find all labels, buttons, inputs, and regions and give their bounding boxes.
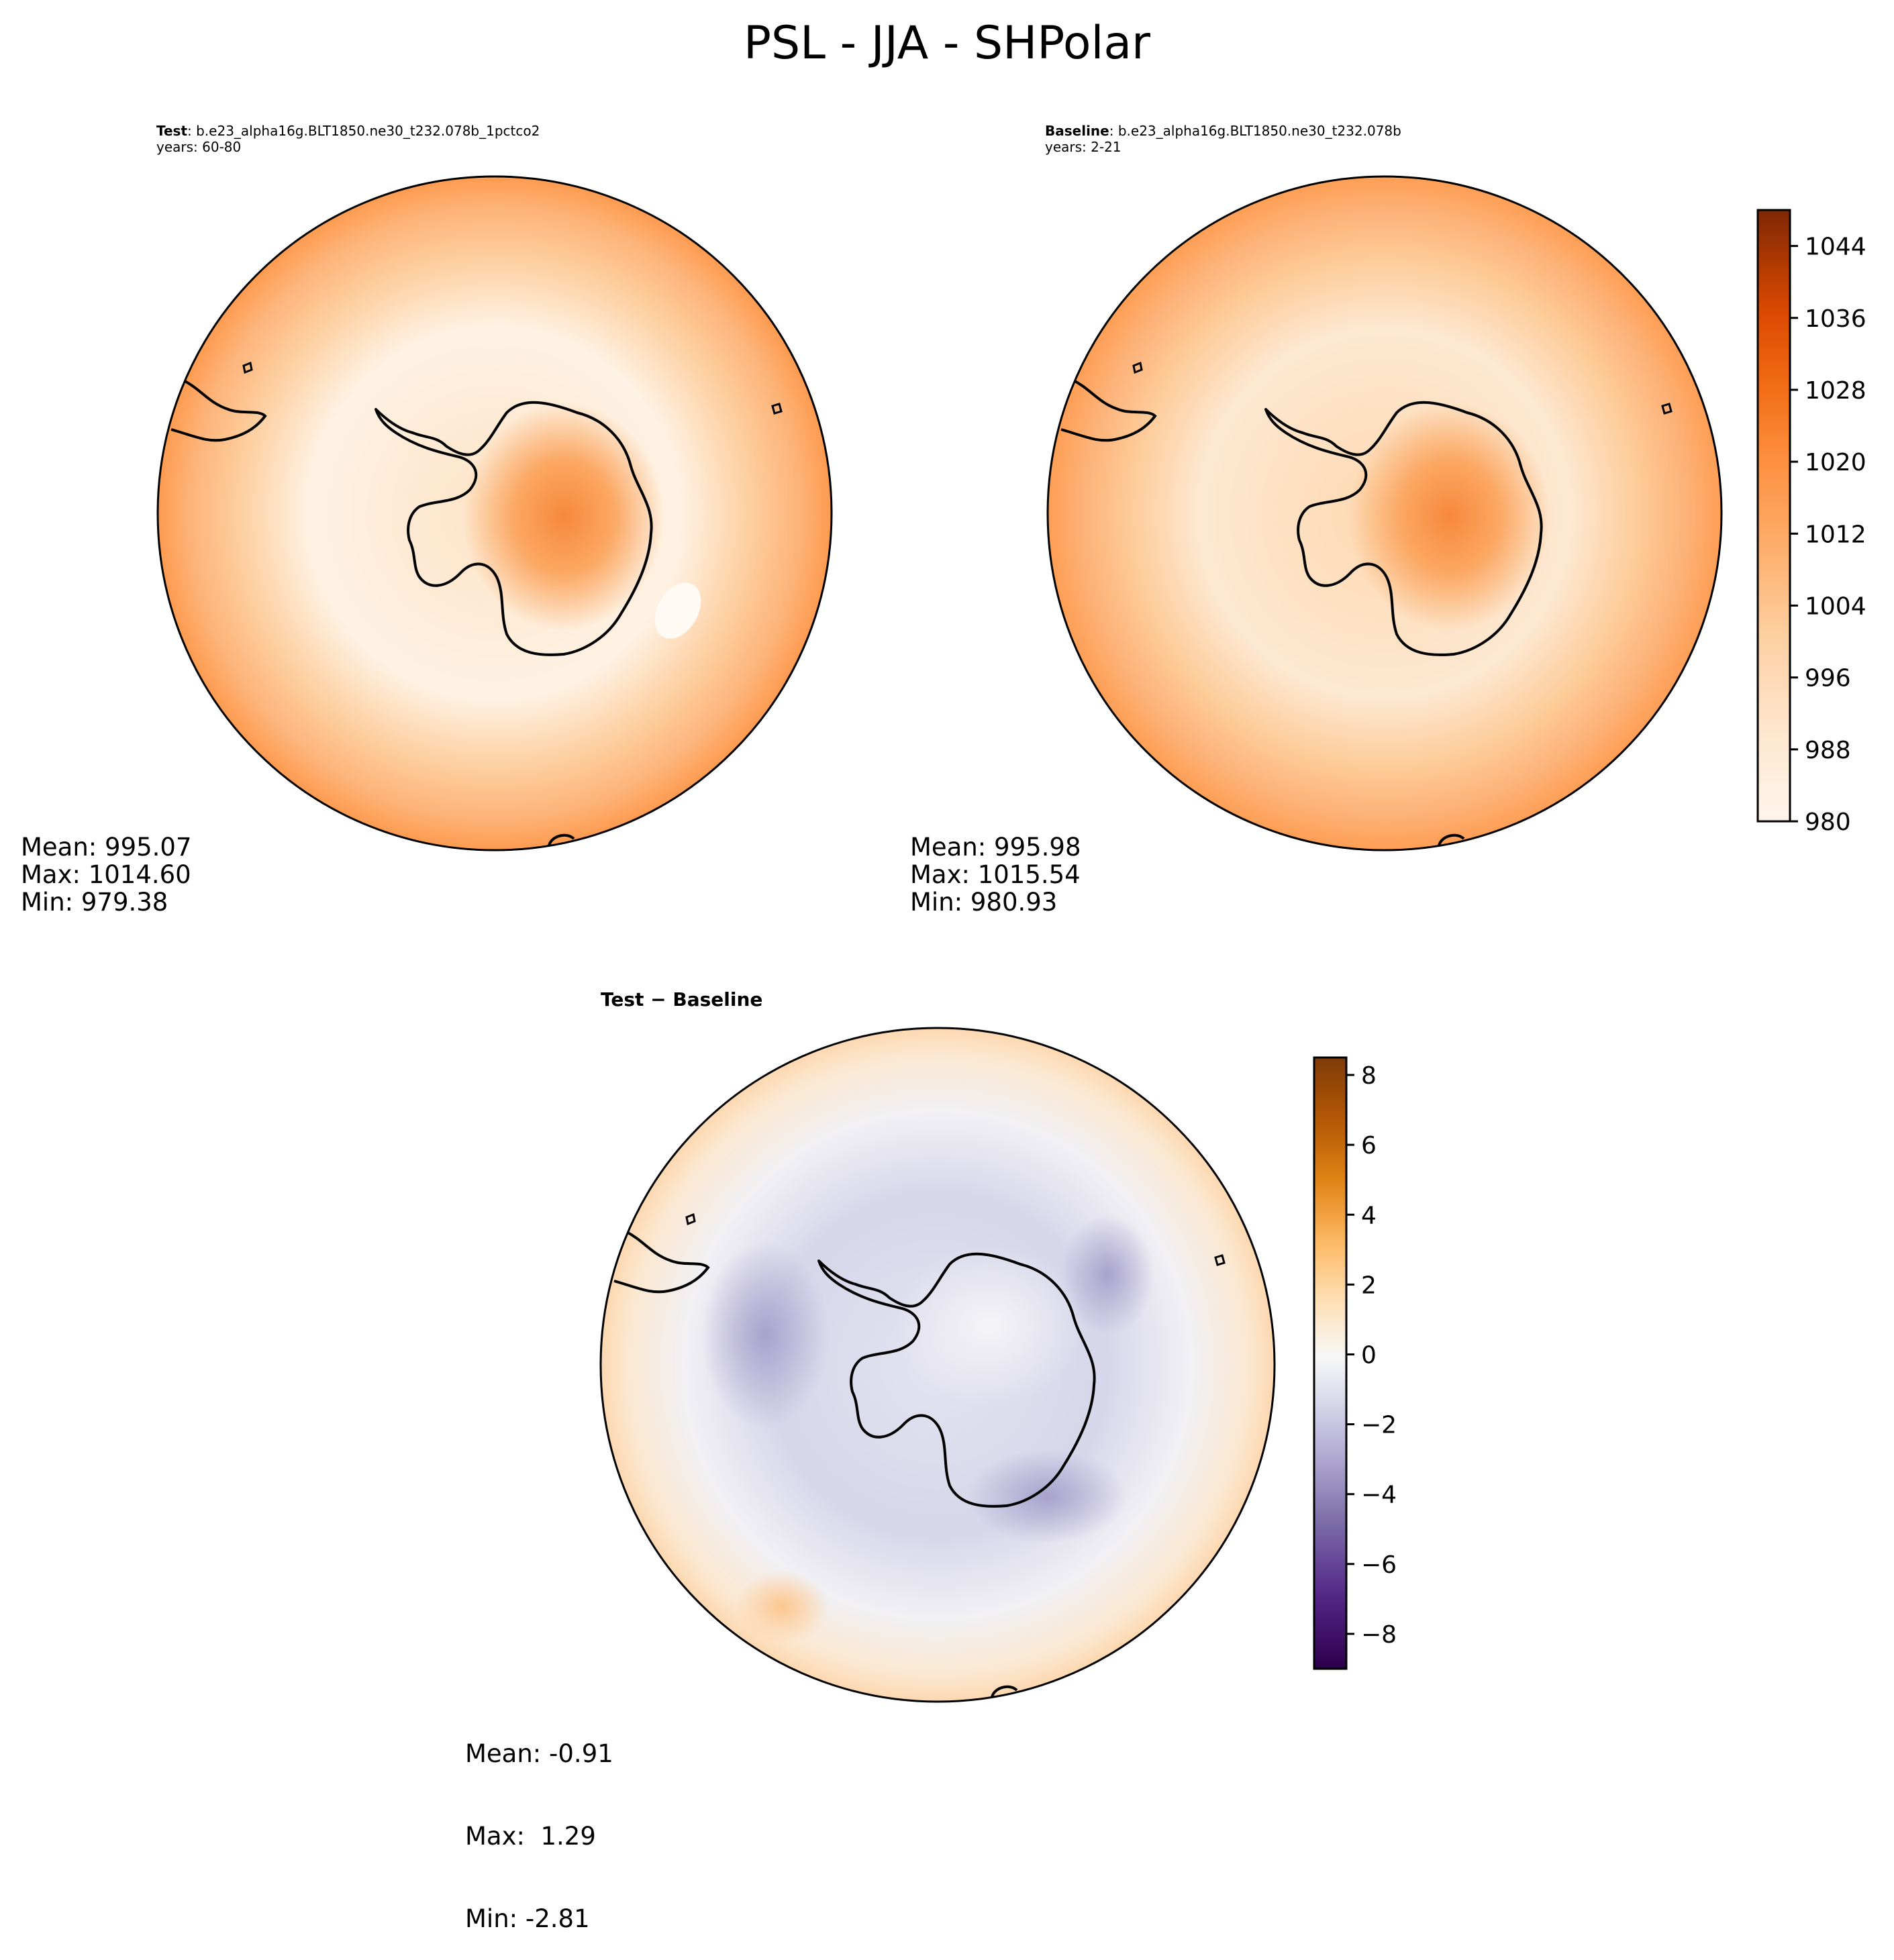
diff-coastline-south-america: [613, 1229, 710, 1294]
diff-label: Test − Baseline: [601, 988, 763, 1011]
orange-colorbar-tick-label: 996: [1805, 665, 1851, 692]
orange-colorbar-tick-label: 980: [1805, 809, 1851, 836]
test-stat-mean: Mean: 995.07: [21, 833, 192, 862]
diff-stat-max: Max: 1.29: [465, 1822, 596, 1851]
diff-colorbar-tick-label: 4: [1361, 1202, 1377, 1229]
diff-negative-blob-east: [1060, 1215, 1154, 1335]
diff-colorbar-tick-label: −8: [1361, 1621, 1397, 1649]
diff-colorbar-tick-label: 2: [1361, 1272, 1377, 1299]
diff-colorbar-tick-label: −2: [1361, 1412, 1397, 1439]
orange-colorbar-tick-label: 988: [1805, 737, 1851, 764]
diff-near-zero-interior: [896, 1245, 1084, 1406]
test-high-pressure-blob: [463, 403, 664, 631]
baseline-stat-max: Max: 1015.54: [910, 860, 1081, 889]
baseline-map: [1048, 176, 1722, 850]
diff-colorbar-tick-label: 0: [1361, 1341, 1377, 1369]
baseline-coastline-south-america: [1060, 378, 1157, 442]
orange-colorbar-tick-label: 1004: [1805, 592, 1866, 620]
diff-colorbar-ticks: −8 −6 −4 −2 0 2 4 6 8: [1346, 1062, 1397, 1649]
diff-colorbar: [1313, 1056, 1348, 1670]
diff-coastline-bottom: [991, 1685, 1018, 1698]
diff-colorbar-tick-label: −6: [1361, 1551, 1397, 1579]
diff-map: [601, 1028, 1275, 1702]
test-coastline-south-america: [170, 378, 267, 442]
test-stat-min: Min: 979.38: [21, 888, 168, 917]
diff-map-boundary: [599, 1027, 1276, 1703]
test-coastline-bottom: [548, 833, 575, 846]
diff-stat-min: Min: -2.81: [465, 1904, 590, 1933]
baseline-stat-mean: Mean: 995.98: [910, 833, 1081, 862]
diff-colorbar-tick-label: 6: [1361, 1132, 1377, 1159]
baseline-high-pressure-blob: [1349, 403, 1550, 631]
test-case-name: : b.e23_alpha16g.BLT1850.ne30_t232.078b_…: [187, 123, 540, 139]
orange-colorbar-tick-label: 1012: [1805, 521, 1866, 548]
baseline-coastline-island-2: [1661, 403, 1673, 415]
baseline-label: Baseline: [1045, 123, 1109, 139]
baseline-map-boundary: [1046, 175, 1723, 852]
test-panel-title: Test: b.e23_alpha16g.BLT1850.ne30_t232.0…: [156, 123, 540, 155]
test-map: [158, 176, 832, 850]
diff-colorbar-tick-label: 8: [1361, 1062, 1377, 1090]
test-stats: Mean: 995.07 Max: 1014.60 Min: 979.38: [21, 833, 192, 916]
orange-colorbar: [1756, 209, 1791, 823]
test-map-boundary: [156, 175, 833, 852]
test-label: Test: [156, 123, 188, 139]
orange-colorbar-tick-label: 1020: [1805, 449, 1866, 476]
baseline-stats: Mean: 995.98 Max: 1015.54 Min: 980.93: [910, 833, 1081, 916]
test-stat-max: Max: 1014.60: [21, 860, 191, 889]
diff-stats: Mean: -0.91 Max: 1.29 Min: -2.81: [465, 1685, 613, 1960]
orange-colorbar-ticks: 980 988 996 1004 1012 1020 1028 1036 1044: [1790, 234, 1866, 836]
test-low-pressure-spot: [654, 582, 701, 639]
test-coastline-island-1: [242, 361, 253, 374]
baseline-coastline-island-1: [1132, 361, 1143, 374]
test-years: years: 60-80: [156, 139, 242, 155]
diff-negative-blob-west: [701, 1241, 829, 1429]
orange-colorbar-tick-label: 1028: [1805, 377, 1866, 405]
orange-colorbar-tick-label: 1044: [1805, 234, 1866, 261]
diff-stat-mean: Mean: -0.91: [465, 1739, 613, 1768]
baseline-years: years: 2-21: [1045, 139, 1122, 155]
orange-colorbar-tick-label: 1036: [1805, 305, 1866, 333]
diff-panel-title: Test − Baseline: [601, 989, 762, 1011]
baseline-stat-min: Min: 980.93: [910, 888, 1058, 917]
maps-canvas: 980 988 996 1004 1012 1020 1028 1036 1044 −8 −6 −4…: [156, 175, 1866, 1703]
diff-coastline-island-1: [685, 1213, 696, 1226]
diff-positive-blob: [735, 1570, 829, 1644]
baseline-coastline-bottom: [1438, 833, 1465, 846]
baseline-panel-title: Baseline: b.e23_alpha16g.BLT1850.ne30_t2…: [1045, 123, 1401, 155]
diff-negative-blob-south: [966, 1449, 1128, 1543]
figure-title: PSL - JJA - SHPolar: [743, 17, 1151, 70]
diff-colorbar-tick-label: −4: [1361, 1482, 1397, 1509]
test-coastline-island-2: [771, 403, 783, 415]
baseline-case-name: : b.e23_alpha16g.BLT1850.ne30_t232.078b: [1109, 123, 1401, 139]
diff-coastline-island-2: [1214, 1254, 1226, 1266]
